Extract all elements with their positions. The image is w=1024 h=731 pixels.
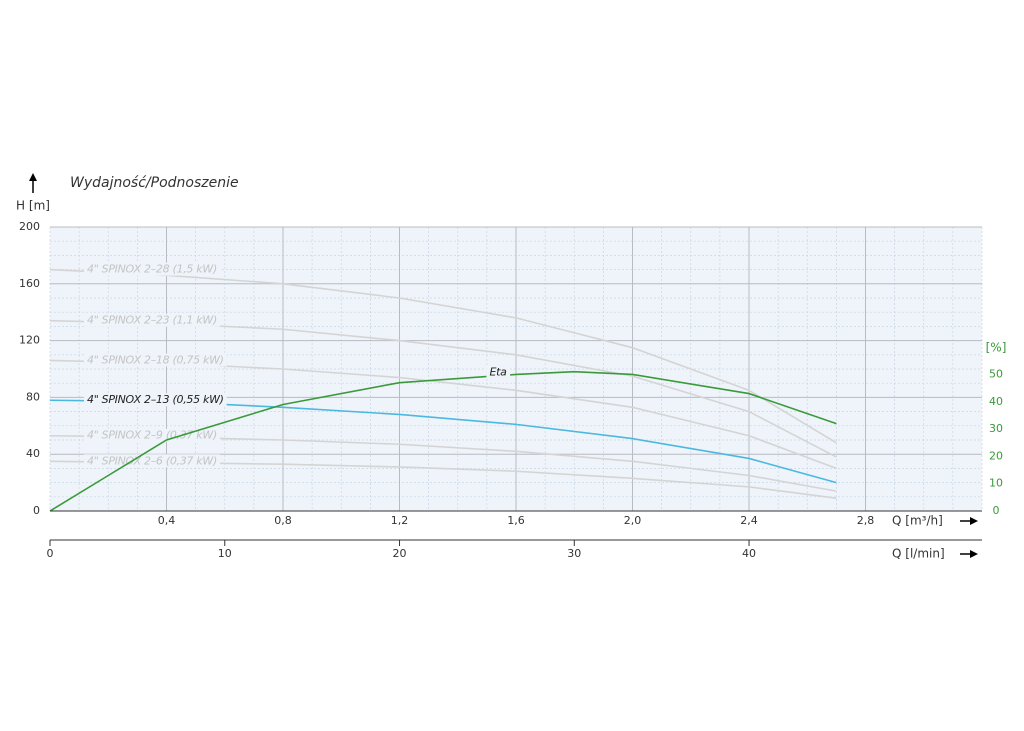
x2-tick-label: 0 (47, 547, 54, 560)
series-label: 4" SPINOX 2–6 (0,37 kW) (87, 454, 217, 467)
x-tick-label: 2,4 (740, 514, 758, 527)
x-tick-label: 1,6 (507, 514, 525, 527)
y2-tick-label: 20 (989, 449, 1003, 462)
x2-axis-label: Q [l/min] (892, 547, 945, 561)
x-tick-label: 2,8 (857, 514, 875, 527)
series-label: 4" SPINOX 2–9 (0,37 kW) (87, 429, 217, 442)
x-tick-label: 0,8 (274, 514, 292, 527)
label-background (84, 262, 220, 276)
label-background (84, 428, 220, 442)
series-label: 4" SPINOX 2–23 (1,1 kW) (87, 314, 217, 327)
label-background (84, 393, 227, 407)
y-tick-label: 200 (19, 220, 40, 233)
x-tick-label: 1,2 (391, 514, 409, 527)
y2-tick-label: 50 (989, 367, 1003, 380)
x-arrow-head (970, 517, 978, 525)
label-background (486, 365, 511, 379)
y2-tick-label: 30 (989, 422, 1003, 435)
pump-curve (49, 268, 837, 444)
label-background (84, 454, 220, 468)
label-background (84, 313, 220, 327)
x2-tick-label: 40 (742, 547, 756, 560)
x2-tick-label: 30 (567, 547, 581, 560)
grid (49, 226, 983, 512)
x-axis-label: Q [m³/h] (892, 514, 943, 528)
y-tick-label: 40 (26, 447, 40, 460)
x-tick-label: 2,0 (624, 514, 642, 527)
label-background (84, 353, 227, 367)
curves: 4" SPINOX 2–28 (1,5 kW) 4" SPINOX 2–23 (1… (49, 262, 837, 512)
y-tick-label: 120 (19, 334, 40, 347)
y2-tick-label: 0 (993, 504, 1000, 517)
x2-tick-label: 10 (218, 547, 232, 560)
efficiency-curve (49, 370, 837, 512)
y-arrow-head (29, 173, 37, 181)
series-label: Eta (489, 365, 507, 378)
x-tick-label: 0,4 (158, 514, 176, 527)
series-label: 4" SPINOX 2–28 (1,5 kW) (87, 263, 217, 276)
y2-axis-label: [%] (986, 341, 1007, 355)
y2-tick-label: 10 (989, 477, 1003, 490)
series-label: 4" SPINOX 2–18 (0,75 kW) (87, 353, 224, 366)
y-tick-label: 80 (26, 390, 40, 403)
y2-tick-label: 40 (989, 395, 1003, 408)
series-label: 4" SPINOX 2–13 (0,55 kW) (87, 393, 224, 406)
y-tick-label: 160 (19, 277, 40, 290)
x2-tick-label: 20 (393, 547, 407, 560)
y-axis-label: H [m] (16, 199, 50, 213)
x2-arrow-head (970, 550, 978, 558)
chart-title: Wydajność/Podnoszenie (70, 175, 239, 191)
y-tick-label: 0 (33, 504, 40, 517)
